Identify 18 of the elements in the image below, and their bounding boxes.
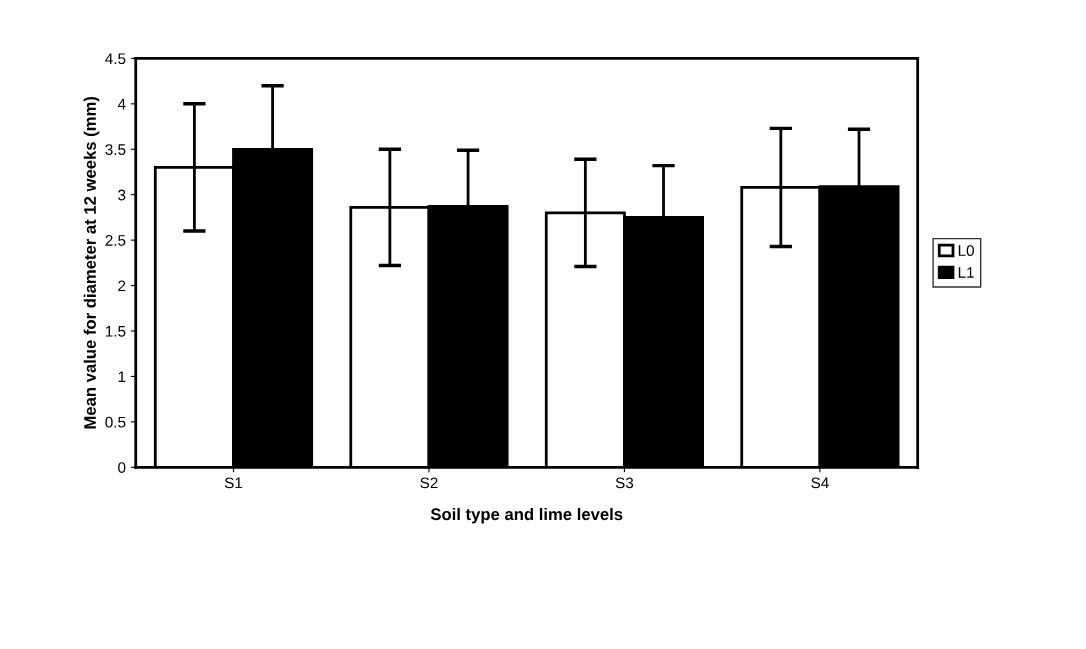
x-axis-title: Soil type and lime levels [430, 507, 623, 524]
y-tick-label: 4 [117, 98, 126, 110]
x-tick-label: S4 [811, 477, 829, 489]
y-tick-label: 3 [118, 189, 126, 201]
y-tick-label: 1.5 [105, 326, 126, 337]
y-tick-label: 4.5 [105, 53, 126, 65]
y-tick-label: 1 [118, 371, 126, 382]
y-axis-title: Mean value for diameter at 12 weeks (mm) [83, 96, 100, 429]
y-tick-label: 2.5 [105, 235, 126, 246]
legend-label: L0 [958, 245, 974, 257]
y-tick-label: 0 [118, 462, 126, 473]
x-tick-label: S1 [224, 477, 243, 489]
x-tick-label: S3 [615, 477, 634, 489]
y-tick-label: 0.5 [105, 416, 126, 428]
legend-label: L1 [958, 267, 974, 278]
x-tick-label: S2 [420, 477, 438, 489]
y-tick-label: 2 [118, 280, 126, 292]
y-tick-label: 3.5 [105, 144, 126, 155]
